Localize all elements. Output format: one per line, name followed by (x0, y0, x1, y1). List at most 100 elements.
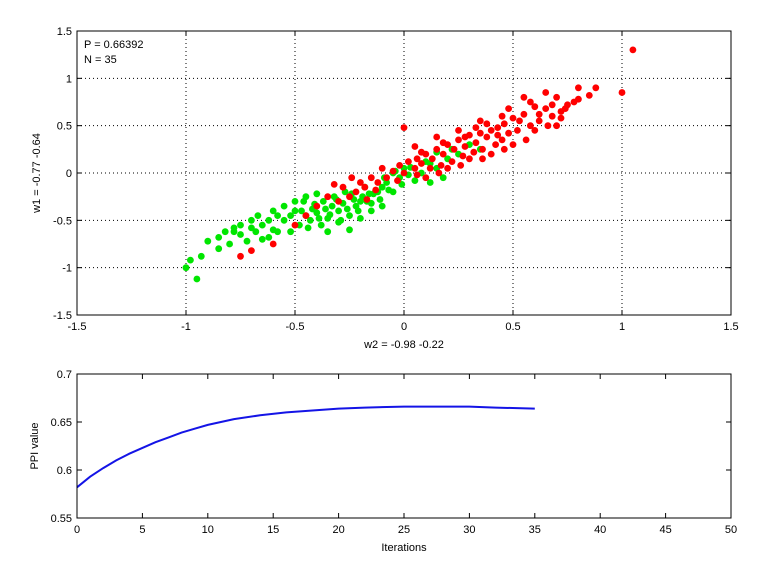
red-data-point (237, 252, 244, 260)
red-data-point (444, 164, 451, 172)
red-data-point (433, 133, 441, 141)
red-data-point (498, 136, 506, 144)
green-data-point (411, 177, 419, 185)
scatter-x-tick-label: -0.5 (286, 321, 305, 333)
red-data-point (516, 117, 523, 125)
green-data-point (280, 202, 288, 210)
scatter-x-tick-label: 1 (619, 321, 625, 333)
scatter-y-tick-label: 0 (66, 168, 72, 180)
line-x-tick-label: 45 (659, 524, 671, 536)
red-data-point (313, 202, 321, 210)
line-y-tick-label: 0.55 (51, 513, 72, 525)
green-data-point (193, 275, 201, 283)
red-data-point (461, 143, 469, 150)
red-data-point (437, 162, 445, 169)
green-data-point (304, 224, 312, 232)
green-data-point (258, 221, 266, 229)
red-data-point (335, 198, 342, 205)
red-data-point (302, 212, 310, 220)
red-data-point (346, 193, 353, 201)
red-data-point (367, 174, 375, 182)
red-data-point (383, 174, 390, 182)
red-data-point (361, 183, 369, 191)
red-data-point (378, 164, 386, 172)
green-data-point (291, 207, 299, 215)
red-data-point (542, 105, 550, 112)
green-data-point (317, 221, 325, 229)
red-data-point (389, 167, 397, 175)
green-data-point (243, 237, 251, 245)
green-data-point (378, 183, 386, 191)
line-y-tick-label: 0.7 (57, 369, 72, 381)
green-data-point (337, 216, 345, 224)
red-data-point (476, 117, 484, 125)
scatter-y-tick-label: 1.5 (57, 26, 72, 38)
green-data-point (197, 252, 205, 260)
green-data-point (248, 224, 255, 232)
green-data-point (182, 264, 190, 272)
red-data-point (433, 145, 441, 153)
red-data-point (461, 133, 469, 141)
red-data-point (575, 95, 582, 103)
green-data-point (385, 186, 393, 194)
green-data-point (274, 212, 281, 220)
red-data-point (472, 124, 480, 131)
red-data-point (553, 122, 560, 130)
red-data-point (411, 143, 419, 150)
red-data-point (459, 152, 467, 160)
line-x-tick-label: 30 (463, 524, 475, 536)
green-data-point (302, 193, 310, 201)
red-data-point (466, 155, 473, 163)
red-data-point (411, 164, 419, 172)
green-data-point (237, 221, 244, 229)
red-data-point (269, 240, 277, 248)
red-data-point (494, 131, 502, 139)
red-data-point (548, 101, 556, 109)
red-data-point (520, 93, 528, 101)
scatter-y-tick-label: 1 (66, 73, 72, 85)
red-data-point (585, 92, 593, 99)
scatter-y-tick-label: -1 (62, 263, 72, 275)
red-data-point (494, 124, 502, 131)
scatter-x-tick-label: 0 (401, 321, 407, 333)
red-data-point (418, 160, 425, 167)
red-data-point (248, 247, 255, 255)
red-data-point (522, 136, 530, 144)
red-data-point (629, 46, 637, 54)
red-data-point (561, 105, 569, 112)
scatter-y-tick-label: -0.5 (53, 215, 72, 227)
red-data-point (575, 84, 582, 92)
red-data-point (487, 126, 495, 134)
red-data-point (339, 183, 347, 191)
line-x-tick-label: 5 (139, 524, 145, 536)
red-data-point (413, 171, 421, 179)
red-data-point (483, 133, 491, 141)
green-data-point (328, 202, 336, 210)
red-data-point (483, 120, 491, 128)
green-data-point (439, 174, 447, 182)
red-data-point (439, 150, 447, 158)
green-data-point (230, 224, 238, 232)
red-data-point (514, 126, 521, 134)
green-data-point (280, 216, 288, 224)
line-y-tick-label: 0.6 (57, 465, 72, 477)
red-data-point (400, 124, 408, 131)
line-x-tick-label: 10 (202, 524, 214, 536)
red-data-point (418, 148, 425, 156)
red-data-point (505, 105, 512, 112)
red-data-point (542, 89, 550, 96)
line-x-axis-label: Iterations (381, 542, 427, 554)
red-data-point (531, 103, 539, 111)
green-data-point (215, 245, 223, 253)
line-plot-area (77, 374, 731, 518)
red-data-point (487, 150, 495, 158)
red-data-point (405, 158, 412, 166)
green-data-point (287, 228, 294, 236)
red-data-point (330, 181, 338, 188)
red-data-point (470, 148, 478, 156)
red-data-point (592, 84, 600, 92)
red-data-point (509, 141, 517, 149)
green-data-point (237, 231, 244, 238)
red-data-point (527, 98, 534, 106)
scatter-y-tick-label: 0.5 (57, 121, 72, 133)
